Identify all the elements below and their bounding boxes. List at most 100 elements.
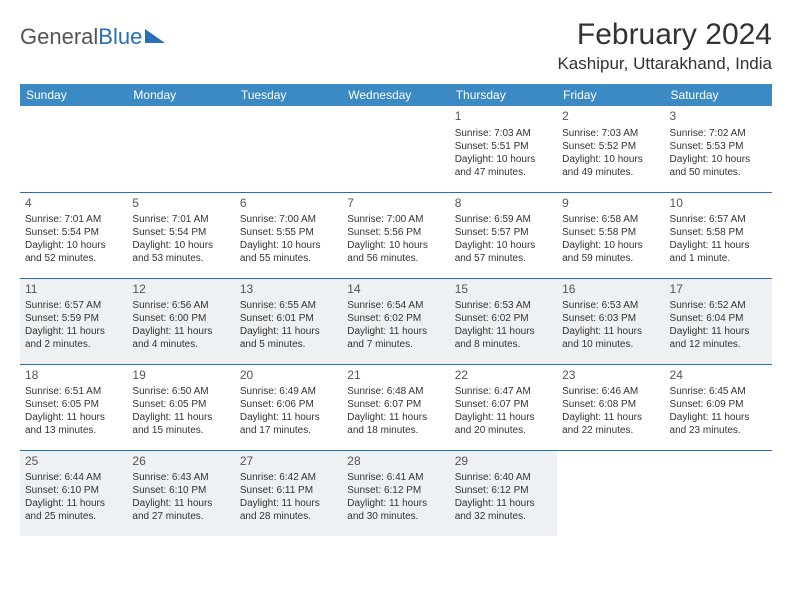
location: Kashipur, Uttarakhand, India	[557, 54, 772, 74]
sunrise-text: Sunrise: 6:47 AM	[455, 385, 552, 398]
calendar-cell: 2Sunrise: 7:03 AMSunset: 5:52 PMDaylight…	[557, 106, 664, 192]
daylight-text: and 15 minutes.	[132, 424, 229, 437]
title-block: February 2024 Kashipur, Uttarakhand, Ind…	[557, 18, 772, 74]
daylight-text: and 17 minutes.	[240, 424, 337, 437]
daylight-text: Daylight: 11 hours	[132, 325, 229, 338]
daylight-text: and 56 minutes.	[347, 252, 444, 265]
calendar-cell	[235, 106, 342, 192]
daylight-text: Daylight: 11 hours	[347, 325, 444, 338]
calendar-week: 1Sunrise: 7:03 AMSunset: 5:51 PMDaylight…	[20, 106, 772, 192]
day-number: 23	[562, 368, 659, 384]
sunrise-text: Sunrise: 7:02 AM	[670, 127, 767, 140]
daylight-text: Daylight: 11 hours	[455, 411, 552, 424]
calendar-cell: 28Sunrise: 6:41 AMSunset: 6:12 PMDayligh…	[342, 450, 449, 536]
calendar-cell	[20, 106, 127, 192]
day-number: 21	[347, 368, 444, 384]
month-title: February 2024	[557, 18, 772, 52]
day-number: 6	[240, 196, 337, 212]
sunrise-text: Sunrise: 6:46 AM	[562, 385, 659, 398]
day-of-week-header: Wednesday	[342, 84, 449, 106]
sunset-text: Sunset: 6:11 PM	[240, 484, 337, 497]
daylight-text: Daylight: 11 hours	[25, 497, 122, 510]
calendar-cell: 10Sunrise: 6:57 AMSunset: 5:58 PMDayligh…	[665, 192, 772, 278]
sunrise-text: Sunrise: 6:55 AM	[240, 299, 337, 312]
calendar-cell	[342, 106, 449, 192]
day-number: 11	[25, 282, 122, 298]
sunset-text: Sunset: 5:55 PM	[240, 226, 337, 239]
sunrise-text: Sunrise: 6:45 AM	[670, 385, 767, 398]
daylight-text: and 18 minutes.	[347, 424, 444, 437]
daylight-text: and 32 minutes.	[455, 510, 552, 523]
daylight-text: Daylight: 11 hours	[670, 239, 767, 252]
daylight-text: Daylight: 10 hours	[455, 239, 552, 252]
sunrise-text: Sunrise: 7:03 AM	[562, 127, 659, 140]
sunset-text: Sunset: 6:03 PM	[562, 312, 659, 325]
daylight-text: Daylight: 11 hours	[25, 325, 122, 338]
daylight-text: and 52 minutes.	[25, 252, 122, 265]
sunrise-text: Sunrise: 6:52 AM	[670, 299, 767, 312]
day-number: 28	[347, 454, 444, 470]
calendar-cell	[557, 450, 664, 536]
sunset-text: Sunset: 5:54 PM	[25, 226, 122, 239]
daylight-text: and 1 minute.	[670, 252, 767, 265]
day-number: 13	[240, 282, 337, 298]
sunrise-text: Sunrise: 7:01 AM	[132, 213, 229, 226]
daylight-text: Daylight: 11 hours	[562, 325, 659, 338]
sunrise-text: Sunrise: 7:00 AM	[240, 213, 337, 226]
day-number: 19	[132, 368, 229, 384]
daylight-text: and 28 minutes.	[240, 510, 337, 523]
logo: GeneralBlue	[20, 18, 165, 50]
sunset-text: Sunset: 6:02 PM	[455, 312, 552, 325]
daylight-text: Daylight: 10 hours	[562, 239, 659, 252]
calendar-cell: 21Sunrise: 6:48 AMSunset: 6:07 PMDayligh…	[342, 364, 449, 450]
day-number: 27	[240, 454, 337, 470]
calendar-cell: 29Sunrise: 6:40 AMSunset: 6:12 PMDayligh…	[450, 450, 557, 536]
calendar-cell: 14Sunrise: 6:54 AMSunset: 6:02 PMDayligh…	[342, 278, 449, 364]
day-number: 26	[132, 454, 229, 470]
sunrise-text: Sunrise: 6:59 AM	[455, 213, 552, 226]
daylight-text: and 22 minutes.	[562, 424, 659, 437]
calendar-cell: 15Sunrise: 6:53 AMSunset: 6:02 PMDayligh…	[450, 278, 557, 364]
calendar-week: 11Sunrise: 6:57 AMSunset: 5:59 PMDayligh…	[20, 278, 772, 364]
sunset-text: Sunset: 5:53 PM	[670, 140, 767, 153]
day-number: 15	[455, 282, 552, 298]
day-number: 4	[25, 196, 122, 212]
calendar-cell: 12Sunrise: 6:56 AMSunset: 6:00 PMDayligh…	[127, 278, 234, 364]
day-of-week-header: Saturday	[665, 84, 772, 106]
sunset-text: Sunset: 6:00 PM	[132, 312, 229, 325]
sunset-text: Sunset: 6:12 PM	[455, 484, 552, 497]
sunset-text: Sunset: 6:10 PM	[25, 484, 122, 497]
sunrise-text: Sunrise: 6:53 AM	[562, 299, 659, 312]
sunset-text: Sunset: 5:58 PM	[562, 226, 659, 239]
sunset-text: Sunset: 5:59 PM	[25, 312, 122, 325]
day-of-week-header: Tuesday	[235, 84, 342, 106]
logo-text: GeneralBlue	[20, 24, 142, 50]
daylight-text: and 8 minutes.	[455, 338, 552, 351]
daylight-text: Daylight: 10 hours	[455, 153, 552, 166]
sunset-text: Sunset: 5:57 PM	[455, 226, 552, 239]
daylight-text: and 55 minutes.	[240, 252, 337, 265]
daylight-text: and 59 minutes.	[562, 252, 659, 265]
sunrise-text: Sunrise: 6:50 AM	[132, 385, 229, 398]
sunset-text: Sunset: 6:07 PM	[347, 398, 444, 411]
daylight-text: and 53 minutes.	[132, 252, 229, 265]
calendar-cell: 1Sunrise: 7:03 AMSunset: 5:51 PMDaylight…	[450, 106, 557, 192]
daylight-text: Daylight: 11 hours	[240, 411, 337, 424]
calendar-cell: 6Sunrise: 7:00 AMSunset: 5:55 PMDaylight…	[235, 192, 342, 278]
day-number: 14	[347, 282, 444, 298]
logo-text-1: General	[20, 24, 98, 49]
calendar-cell: 18Sunrise: 6:51 AMSunset: 6:05 PMDayligh…	[20, 364, 127, 450]
day-number: 1	[455, 109, 552, 125]
day-number: 2	[562, 109, 659, 125]
daylight-text: and 10 minutes.	[562, 338, 659, 351]
sunrise-text: Sunrise: 6:58 AM	[562, 213, 659, 226]
daylight-text: and 2 minutes.	[25, 338, 122, 351]
sunset-text: Sunset: 6:12 PM	[347, 484, 444, 497]
calendar-week: 25Sunrise: 6:44 AMSunset: 6:10 PMDayligh…	[20, 450, 772, 536]
daylight-text: Daylight: 11 hours	[455, 325, 552, 338]
daylight-text: Daylight: 10 hours	[670, 153, 767, 166]
sunrise-text: Sunrise: 6:48 AM	[347, 385, 444, 398]
daylight-text: Daylight: 11 hours	[347, 497, 444, 510]
calendar-cell: 17Sunrise: 6:52 AMSunset: 6:04 PMDayligh…	[665, 278, 772, 364]
daylight-text: and 30 minutes.	[347, 510, 444, 523]
